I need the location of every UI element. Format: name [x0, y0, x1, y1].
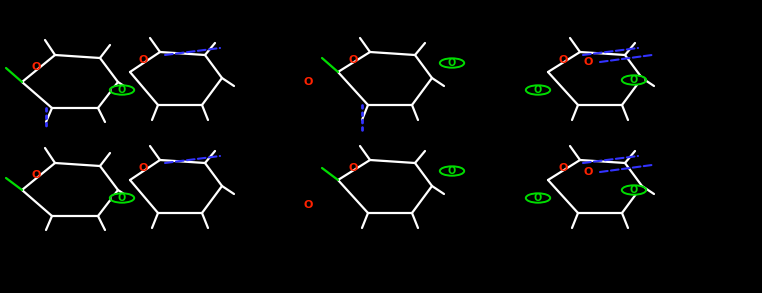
- Text: O: O: [448, 166, 456, 176]
- Text: O: O: [118, 193, 126, 203]
- Circle shape: [442, 167, 462, 175]
- Text: O: O: [584, 57, 593, 67]
- Text: O: O: [534, 193, 542, 203]
- Text: O: O: [448, 58, 456, 68]
- Circle shape: [112, 194, 132, 202]
- Text: O: O: [139, 55, 148, 65]
- Circle shape: [442, 59, 462, 67]
- Text: O: O: [118, 85, 126, 95]
- Text: O: O: [584, 167, 593, 177]
- Circle shape: [528, 194, 548, 202]
- Circle shape: [112, 86, 132, 94]
- Text: O: O: [31, 62, 40, 72]
- Text: O: O: [534, 85, 542, 95]
- Text: O: O: [630, 185, 638, 195]
- Text: O: O: [348, 163, 357, 173]
- Circle shape: [624, 76, 644, 84]
- Text: O: O: [303, 77, 312, 87]
- Circle shape: [528, 86, 548, 94]
- Text: O: O: [630, 75, 638, 85]
- Text: O: O: [559, 163, 568, 173]
- Text: O: O: [139, 163, 148, 173]
- Text: O: O: [559, 55, 568, 65]
- Text: O: O: [31, 170, 40, 180]
- Text: O: O: [303, 200, 312, 210]
- Text: O: O: [348, 55, 357, 65]
- Circle shape: [624, 186, 644, 194]
